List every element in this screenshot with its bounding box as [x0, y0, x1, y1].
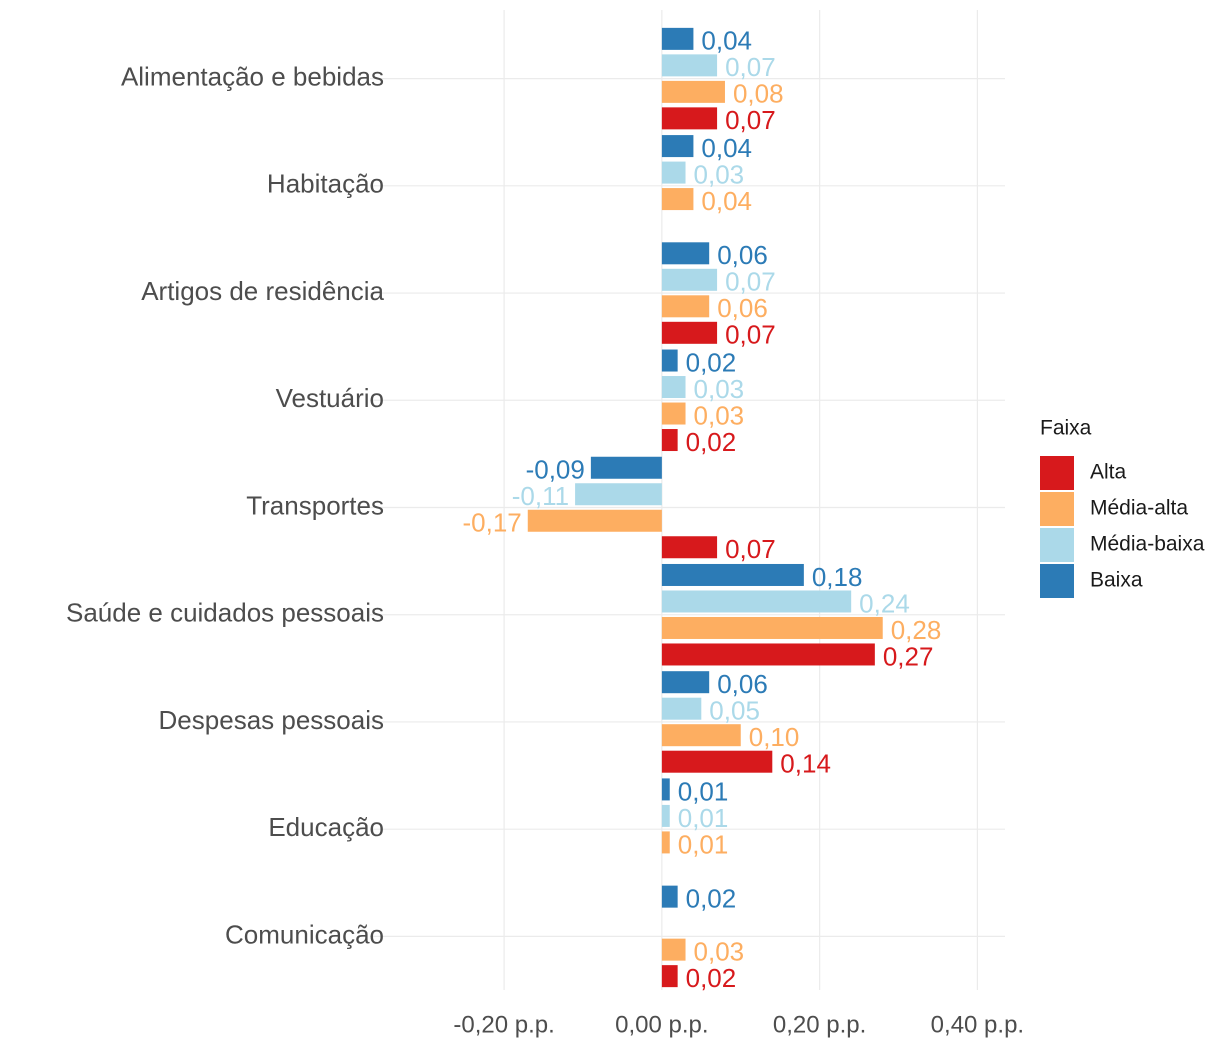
bar [575, 483, 662, 506]
value-label: 0,03 [694, 400, 745, 430]
value-label: -0,11 [512, 481, 569, 511]
bar [661, 643, 875, 666]
value-label: 0,03 [694, 159, 745, 189]
value-label: 0,06 [717, 293, 768, 323]
y-tick-label: Transportes [246, 490, 384, 520]
value-label: 0,01 [678, 829, 729, 859]
legend-key [1040, 492, 1074, 526]
value-label: 0,04 [701, 133, 752, 163]
legend-key [1040, 564, 1074, 598]
y-tick-label: Habitação [267, 169, 384, 199]
x-tick-label: -0,20 p.p. [453, 1011, 554, 1038]
value-label: 0,02 [686, 427, 737, 457]
bar [661, 938, 686, 961]
value-label: 0,01 [678, 803, 729, 833]
value-label: 0,07 [725, 534, 776, 564]
bar [661, 778, 670, 801]
bar [661, 242, 710, 265]
legend-label: Baixa [1090, 569, 1143, 592]
value-label: 0,06 [717, 669, 768, 699]
value-label: 0,04 [701, 26, 752, 56]
bar [661, 429, 678, 452]
bar [661, 27, 694, 50]
bar [661, 376, 686, 399]
bar [661, 54, 718, 77]
bar [661, 80, 725, 103]
value-label: 0,10 [749, 722, 800, 752]
value-label: 0,07 [725, 52, 776, 82]
value-label: 0,24 [859, 588, 910, 618]
x-tick-label: 0,20 p.p. [773, 1011, 866, 1038]
legend-label: Alta [1090, 461, 1127, 484]
bar [661, 616, 883, 639]
value-label: 0,01 [678, 776, 729, 806]
bar [661, 724, 741, 747]
y-tick-label: Educação [268, 812, 384, 842]
value-label: 0,27 [883, 641, 934, 671]
bar [661, 402, 686, 425]
y-tick-label: Alimentação e bebidas [121, 61, 384, 91]
bar [527, 509, 662, 532]
bar [661, 321, 718, 344]
bar [590, 456, 662, 479]
value-label: -0,09 [526, 455, 585, 485]
bar [661, 965, 678, 988]
bar [661, 536, 718, 559]
value-label: 0,14 [780, 749, 831, 779]
bar [661, 295, 710, 318]
bar [661, 161, 686, 184]
value-label: 0,02 [686, 963, 737, 993]
value-label: -0,17 [462, 508, 521, 538]
bar [661, 671, 710, 694]
bar [661, 750, 773, 773]
bar [661, 188, 694, 211]
value-label: 0,08 [733, 79, 784, 109]
value-label: 0,18 [812, 562, 863, 592]
value-label: 0,06 [717, 240, 768, 270]
y-tick-label: Vestuário [276, 383, 384, 413]
legend-key [1040, 456, 1074, 490]
bar [661, 107, 718, 130]
bar [661, 831, 670, 854]
bar [661, 804, 670, 827]
y-tick-label: Despesas pessoais [159, 705, 384, 735]
value-label: 0,02 [686, 347, 737, 377]
value-label: 0,03 [694, 374, 745, 404]
bar [661, 349, 678, 372]
x-tick-label: 0,00 p.p. [615, 1011, 708, 1038]
value-label: 0,07 [725, 105, 776, 135]
bar [661, 268, 718, 291]
value-label: 0,07 [725, 320, 776, 350]
bar [661, 590, 852, 613]
value-label: 0,04 [701, 186, 752, 216]
bar [661, 697, 702, 720]
value-label: 0,07 [725, 267, 776, 297]
bar [661, 135, 694, 158]
x-tick-label: 0,40 p.p. [931, 1011, 1024, 1038]
value-label: 0,03 [694, 937, 745, 967]
value-label: 0,28 [891, 615, 942, 645]
legend-label: Média-baixa [1090, 533, 1205, 556]
bar [661, 563, 804, 586]
value-label: 0,02 [686, 884, 737, 914]
bar [661, 885, 678, 908]
legend-key [1040, 528, 1074, 562]
value-label: 0,05 [709, 696, 760, 726]
legend-label: Média-alta [1090, 497, 1188, 520]
y-tick-label: Artigos de residência [141, 276, 384, 306]
y-tick-label: Saúde e cuidados pessoais [66, 598, 384, 628]
legend-title: Faixa [1040, 417, 1092, 440]
y-tick-label: Comunicação [225, 919, 384, 949]
